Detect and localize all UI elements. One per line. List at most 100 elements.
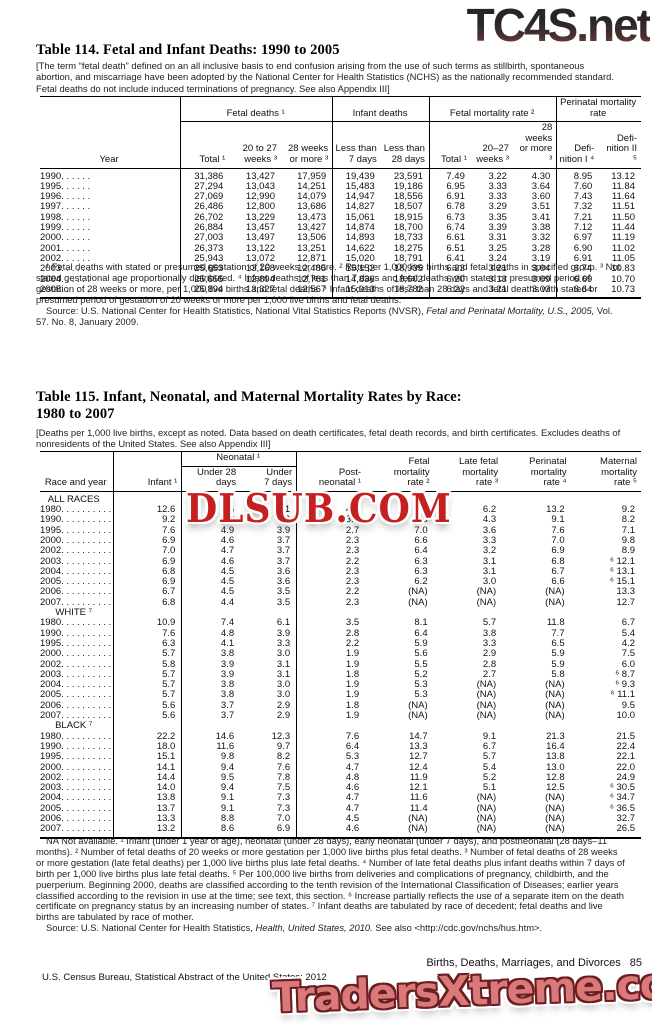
value-cell: 3.8 xyxy=(181,679,241,691)
value-cell: 2.9 xyxy=(276,699,291,711)
table114-source-title: Fetal and Perinatal Mortality, U.S., 200… xyxy=(426,304,595,316)
column-group-fetal-mortality-rate: Fetal mortality rate ² xyxy=(428,96,557,123)
year-cell: 2006. . . . . . . . . . xyxy=(40,813,112,824)
value-cell: 1.9 xyxy=(296,690,366,701)
table115-row: 1995. . . . . . . . . . 15.1 9.8 8.2 5.3 12.7… xyxy=(40,751,641,763)
value-cell: 4.5 xyxy=(181,566,241,578)
value-cell: 4.6 xyxy=(181,535,241,547)
table114-row: 2004. . . . . . 25,655 12,894 12,761 14,836 1… xyxy=(40,273,641,285)
value-cell: 6.64 xyxy=(556,284,599,299)
value-cell: 11.8 xyxy=(546,617,565,629)
value-cell: 7.8 xyxy=(276,771,291,783)
value-cell: 3.64 xyxy=(531,180,551,192)
table115-row: 2007. . . . . . . . . . 5.6 3.7 2.9 1.9 (NA) (… xyxy=(40,710,641,722)
table115-section-row: BLACK ⁷ xyxy=(40,721,641,732)
tc4s-watermark: TC4S.net xyxy=(466,0,652,51)
table115-row: 2002. . . . . . . . . . 14.4 9.5 7.8 4.8 11.9… xyxy=(40,771,641,784)
value-cell: 25,655 xyxy=(180,274,230,285)
table114-row: 1997. . . . . . 26,486 12,800 13,686 14,827 1… xyxy=(40,201,641,213)
value-cell: 22.2 xyxy=(113,731,182,742)
value-cell: 3.4 xyxy=(296,515,366,526)
value-cell: 3.9 xyxy=(276,627,291,639)
value-cell: 5.8 xyxy=(113,659,182,670)
value-cell: 6.3 xyxy=(113,638,182,650)
value-cell: 22.1 xyxy=(616,751,636,763)
value-cell: 3.13 xyxy=(488,273,507,285)
value-cell: 3.3 xyxy=(482,637,497,649)
value-cell: 6.2 xyxy=(482,504,497,516)
value-cell: 9.8 xyxy=(621,534,635,546)
value-cell: 3.8 xyxy=(181,648,241,660)
value-cell: 14.0 xyxy=(113,782,182,794)
value-cell: 3.39 xyxy=(488,222,507,234)
column-header-fetal-28-weeks: 28 weeks or more ³ xyxy=(280,121,333,169)
value-cell: 3.0 xyxy=(276,679,291,691)
year-cell: 1990. . . . . . . . . . xyxy=(40,741,112,752)
value-cell: ⁶ 9.3 xyxy=(615,679,635,691)
value-cell: 7.12 xyxy=(556,222,599,234)
value-cell: 6.8 xyxy=(551,555,565,567)
value-cell: 14,836 xyxy=(332,274,381,285)
value-cell: 6.7 xyxy=(621,617,635,629)
value-cell: 3.09 xyxy=(531,273,551,285)
value-cell: 13,686 xyxy=(297,201,327,213)
section-label: ALL RACES xyxy=(47,493,100,505)
page-header-section: Births, Deaths, Marriages, and Divorces 8… xyxy=(426,957,642,969)
value-cell: 5.3 xyxy=(296,751,366,763)
year-cell: 2004. . . . . . . . . . xyxy=(40,680,112,691)
value-cell: 2.2 xyxy=(296,587,366,598)
value-cell: 5.5 xyxy=(414,658,428,670)
value-cell: 2.9 xyxy=(276,710,291,722)
value-cell: 7.0 xyxy=(276,812,291,824)
value-cell: 6.7 xyxy=(482,740,497,752)
empty-cell xyxy=(113,608,182,619)
value-cell: 21.3 xyxy=(546,730,565,742)
value-cell: (NA) xyxy=(545,689,565,701)
value-cell: 8.5 xyxy=(181,504,241,516)
value-cell: 5.1 xyxy=(482,782,497,794)
value-cell: 4.7 xyxy=(296,793,366,804)
value-cell: 26,373 xyxy=(180,243,230,254)
empty-cell xyxy=(113,491,182,506)
value-cell: 11.9 xyxy=(409,771,428,783)
value-cell: 31,386 xyxy=(180,168,230,182)
table115-row: 2007. . . . . . . . . . 13.2 8.6 6.9 4.6 (NA)… xyxy=(40,824,641,838)
value-cell: 3.5 xyxy=(276,596,291,608)
value-cell: 9.8 xyxy=(181,751,241,763)
value-cell: 12.3 xyxy=(271,730,291,742)
value-cell: 18,602 xyxy=(393,273,423,285)
value-cell: 7.6 xyxy=(113,525,182,536)
table115-row: 1995. . . . . . . . . . 7.6 4.9 3.9 2.7 7.0 3.… xyxy=(40,525,641,536)
year-cell: 2002. . . . . . . . . . xyxy=(40,772,112,783)
value-cell: 14,079 xyxy=(297,191,327,203)
census-imprint: U.S. Census Bureau, Statistical Abstract… xyxy=(42,972,327,983)
year-cell: 2000. . . . . . . . . . xyxy=(40,649,112,660)
value-cell: 12,485 xyxy=(297,263,327,275)
column-header-perinatal-mortality-rate: Perinatal mortality rate ⁴ xyxy=(502,451,571,492)
value-cell: 5.7 xyxy=(482,617,497,629)
value-cell: 4.6 xyxy=(181,556,241,567)
value-cell: 13,427 xyxy=(245,170,275,182)
value-cell: 2.8 xyxy=(482,658,497,670)
value-cell: 6.9 xyxy=(113,535,182,547)
value-cell: 25,894 xyxy=(180,284,230,299)
value-cell: 9.4 xyxy=(181,782,241,794)
value-cell: 6.90 xyxy=(556,243,599,254)
empty-cell xyxy=(113,721,182,732)
value-cell: 2.7 xyxy=(482,668,497,680)
year-cell: 2004. . . . . . . . . . xyxy=(40,793,112,804)
year-cell: 2006. . . . . . . . . . xyxy=(40,587,112,598)
value-cell: 12.4 xyxy=(409,761,428,773)
year-cell: 2001. . . . . . xyxy=(40,243,91,254)
table115-row: 2007. . . . . . . . . . 6.8 4.4 3.5 2.3 (NA) (… xyxy=(40,596,641,609)
table115-row: 1995. . . . . . . . . . 6.3 4.1 3.3 2.2 5.9 3.… xyxy=(40,637,641,650)
value-cell: 26,702 xyxy=(180,212,230,224)
value-cell: 6.74 xyxy=(556,263,599,275)
value-cell: 10.83 xyxy=(611,263,635,275)
value-cell: 22.4 xyxy=(616,740,636,752)
table115-header: Race and year Infant ¹ Neonatal ¹ Post- … xyxy=(40,451,641,492)
value-cell: 6.8 xyxy=(113,597,182,609)
year-cell: 1995. . . . . . . . . . xyxy=(40,752,112,763)
value-cell: 6.7 xyxy=(551,565,565,577)
value-cell: 19,186 xyxy=(393,180,423,192)
